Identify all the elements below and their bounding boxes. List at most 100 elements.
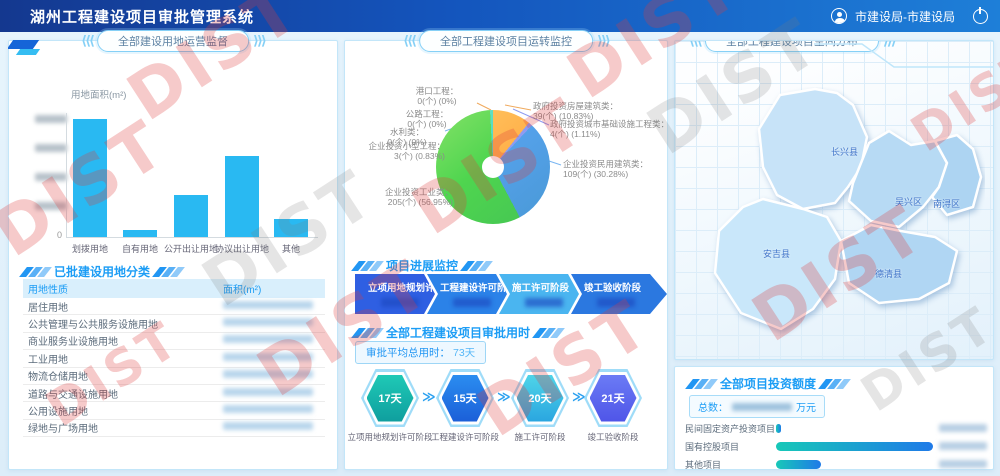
huzhou-map [713,87,983,331]
table-row: 公用设施用地 [23,402,325,420]
redacted-value [223,318,313,327]
region-label: 南浔区 [933,199,961,209]
user-icon [831,8,847,24]
header-line-decoration [814,43,993,68]
arrow-icon: ≫ [422,389,436,404]
project-pie-chart: 港口工程： 0(个) (0%) 公路工程： 0(个) (0%) 水利类： 0(个) (… [345,83,669,259]
redacted-value [938,424,987,432]
table-header: 用地性质 面积(m²) [23,279,325,298]
land-panel-title: ⟨⟨⟨ 全部建设用地运营监督 ⟩⟩⟩ [81,30,267,52]
table-row: 工业用地 [23,350,325,368]
land-bar-chart [66,119,318,237]
progress-band: 立项用地规划许可阶段 工程建设许可阶段 施工许可阶段 竣工验收阶段 [355,274,667,314]
bar-qita[interactable] [274,219,308,237]
region-label: 安吉县 [763,249,791,259]
redacted-y-tick [35,144,67,152]
table-row: 居住用地 [23,298,325,316]
redacted-value [223,405,313,414]
map-region-deqing[interactable] [839,223,959,305]
redacted-value [223,300,313,309]
x-label: 协议出让用地 [214,244,269,254]
hexagon-label: 工程建设许可阶段 [430,432,499,442]
hexagon-label: 立项用地规划许可阶段 [347,432,433,442]
user-name[interactable]: 市建设局-市建设局 [855,9,955,24]
invest-bar[interactable] [775,459,822,469]
stage-segment[interactable]: 施工许可阶段 [499,274,579,314]
total-investment-box: 总数： 万元 [689,395,825,418]
duration-section-header: 全部工程建设项目审批用时 [351,324,565,341]
bar-gongkai[interactable] [174,194,208,237]
map-region-anji[interactable] [713,197,843,331]
land-table-section-header: 已批建设用地分类 [19,263,185,280]
y-tick-zero: 0 [57,230,63,240]
triple-arrow-icon [152,266,185,277]
arrow-icon: ≫ [497,389,511,404]
project-panel-title: ⟨⟨⟨ 全部工程建设项目运转监控 ⟩⟩⟩ [403,30,611,52]
pie-hole [482,156,504,178]
progress-section-header: 项目进展监控 [351,257,493,274]
arrow-icon: ≫ [572,389,586,404]
triple-arrow-icon [685,378,718,389]
duration-hexagon: 21天 [584,369,642,427]
app-title: 湖州工程建设项目审批管理系统 [30,8,255,26]
duration-hexagon: 15天 [436,369,494,427]
redacted-y-tick [35,115,67,123]
land-table: 用地性质 面积(m²) 居住用地 公共管理与公共服务设施用地 商业服务业设施用地… [23,279,325,438]
triple-arrow-icon [818,378,851,389]
stage-segment[interactable]: 立项用地规划许可阶段 [355,274,435,314]
x-label: 其他 [281,244,300,254]
logout-icon[interactable] [973,6,988,24]
pie-label: 水利类： 0(个) (0%) [387,127,427,148]
stage-segment[interactable]: 工程建设许可阶段 [427,274,507,314]
triple-arrow-icon [351,327,384,338]
table-row: 道路与交通设施用地 [23,385,325,403]
redacted-value [223,370,313,379]
redacted-total [732,402,792,411]
pie-label: 企业投资民用建筑类： 109(个) (30.28%) [563,159,649,180]
x-label: 自有用地 [121,244,158,254]
region-label: 吴兴区 [895,197,923,207]
triple-arrow-icon [351,260,384,271]
invest-row: 民间固定资产投资项目 [685,421,987,435]
redacted-value [223,387,313,396]
stage-segment[interactable]: 竣工验收阶段 [571,274,667,314]
invest-bar[interactable] [775,423,781,433]
map-region-nanxun[interactable] [930,133,983,217]
project-panel: ⟨⟨⟨ 全部工程建设项目运转监控 ⟩⟩⟩ 港口工程： 0(个) (0%) 公路工程… [344,30,669,470]
redacted-value [938,460,987,468]
redacted-value [223,352,313,361]
map-panel-title: ⟨⟨⟨ 全部工程建设项目空间分布 ⟩⟩⟩ [689,41,897,52]
invest-section-header: 全部项目投资额度 [685,375,851,392]
pie-label: 公路工程： 0(个) (0%) [405,109,449,130]
redacted-value [223,422,313,431]
redacted-value [223,335,313,344]
bar-chart-y-label: 用地面积(m²) [71,90,127,101]
land-panel: ⟨⟨⟨ 全部建设用地运营监督 ⟩⟩⟩ 用地面积(m²) 0 划拨用地 自有用地 … [8,30,338,470]
table-row: 公共管理与公共服务设施用地 [23,315,325,333]
pie-label: 港口工程： 0(个) (0%) [415,86,459,107]
invest-panel: 全部项目投资额度 总数： 万元 民间固定资产投资项目 国有控股项目 其他项目 [674,366,994,470]
redacted-value [938,442,987,450]
map-panel: ⟨⟨⟨ 全部工程建设项目空间分布 ⟩⟩⟩ 长兴县 吴兴区 南浔区 安吉县 德清县 [674,40,994,360]
bar-xieyi[interactable] [225,155,259,237]
corner-decoration [8,40,68,56]
table-row: 商业服务业设施用地 [23,333,325,351]
region-label: 长兴县 [831,147,859,157]
redacted-count [597,298,635,307]
triple-arrow-icon [532,327,565,338]
duration-hexagon: 17天 [361,369,419,427]
bar-ziyou[interactable] [123,229,157,237]
hexagon-label: 竣工验收阶段 [587,432,639,442]
triple-arrow-icon [460,260,493,271]
x-label: 划拨用地 [71,244,108,254]
duration-hexagon: 20天 [511,369,569,427]
invest-bar[interactable] [775,441,933,451]
x-label: 公开出让用地 [163,244,218,254]
app-header: 湖州工程建设项目审批管理系统 市建设局-市建设局 [0,0,1000,32]
bar-huabo[interactable] [73,119,107,237]
redacted-count [525,298,563,307]
map-region-changxing[interactable] [757,87,869,211]
redacted-y-tick [35,173,67,181]
table-row: 绿地与广场用地 [23,420,325,438]
